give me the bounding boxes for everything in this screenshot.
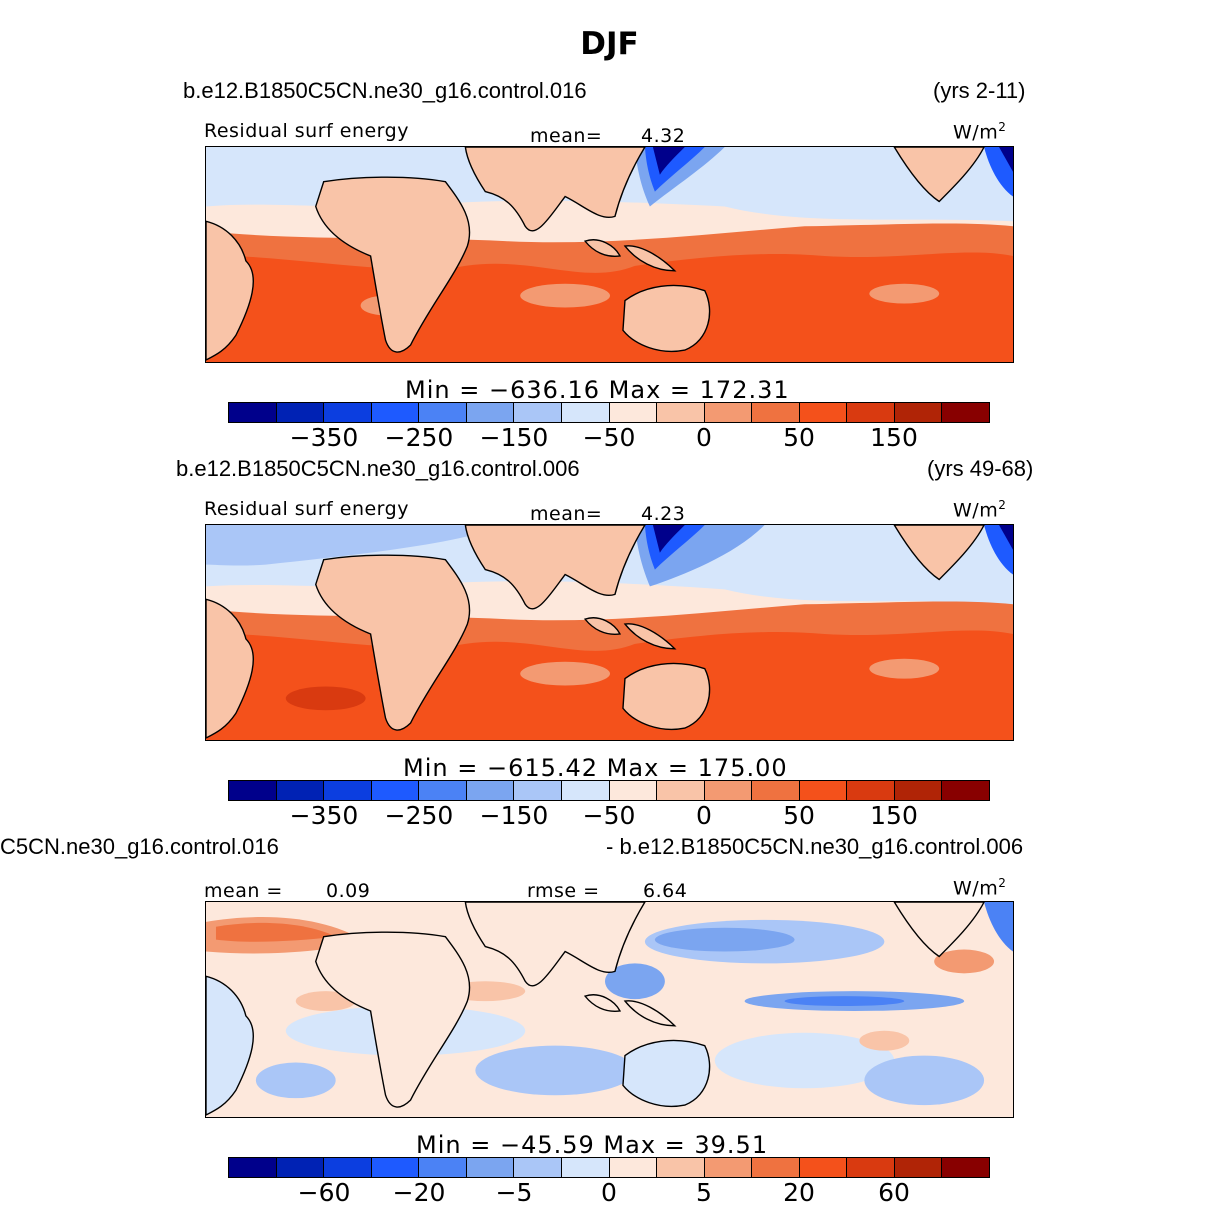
- colorbar-box: [419, 1158, 467, 1177]
- colorbar-box: [942, 403, 989, 422]
- colorbar-box: [609, 781, 658, 800]
- panel1-tick: 0: [696, 423, 712, 452]
- panel3-colorbar: [228, 1157, 990, 1178]
- panel3-rmse-value: 6.64: [643, 880, 688, 902]
- colorbar-box: [752, 1158, 800, 1177]
- colorbar-box: [514, 1158, 562, 1177]
- colorbar-box: [561, 403, 610, 422]
- panel3-tick: −5: [495, 1178, 533, 1207]
- panel2-mean-value: 4.23: [641, 503, 686, 525]
- colorbar-box: [847, 403, 895, 422]
- panel3-tick: −20: [392, 1178, 446, 1207]
- colorbar-box: [799, 1158, 848, 1177]
- colorbar-box: [561, 1158, 610, 1177]
- colorbar-box: [371, 403, 420, 422]
- colorbar-box: [324, 1158, 372, 1177]
- colorbar-box: [704, 1158, 753, 1177]
- colorbar-box: [419, 781, 467, 800]
- panel1-mean-value: 4.32: [641, 125, 686, 147]
- panel2-variable-label: Residual surf energy: [204, 498, 409, 520]
- panel1-map: [205, 146, 1014, 363]
- panel2-years: (yrs 49-68): [927, 456, 1034, 481]
- colorbar-box: [276, 781, 325, 800]
- panel2-tick: −150: [479, 801, 549, 830]
- panel2-tick: −50: [582, 801, 636, 830]
- panel3-mean-value: 0.09: [326, 880, 371, 902]
- colorbar-box: [704, 403, 753, 422]
- colorbar-box: [371, 781, 420, 800]
- panel2-mean-label: mean=: [530, 503, 603, 525]
- colorbar-box: [466, 781, 515, 800]
- panel1-years: (yrs 2-11): [933, 78, 1026, 103]
- panel1-case-name: b.e12.B1850C5CN.ne30_g16.control.016: [183, 78, 587, 103]
- panel3-case-right: - b.e12.B1850C5CN.ne30_g16.control.006: [606, 834, 1024, 859]
- panel3-tick: 60: [878, 1178, 910, 1207]
- colorbar-box: [466, 403, 515, 422]
- figure-title: DJF: [580, 26, 639, 62]
- colorbar-box: [799, 781, 848, 800]
- panel3-rmse-label: rmse =: [527, 880, 600, 902]
- panel3-tick: 5: [696, 1178, 712, 1207]
- colorbar-box: [514, 403, 562, 422]
- colorbar-box: [514, 781, 562, 800]
- panel1-min-max: Min = −636.16 Max = 172.31: [405, 376, 790, 404]
- panel1-tick: 50: [783, 423, 815, 452]
- panel3-case-left: C5CN.ne30_g16.control.016: [0, 834, 279, 859]
- panel2-tick: 150: [870, 801, 918, 830]
- panel1-units: W/m2: [953, 120, 1007, 144]
- panel3-tick: −60: [297, 1178, 351, 1207]
- panel2-colorbar: [228, 780, 990, 801]
- colorbar-box: [942, 1158, 989, 1177]
- colorbar-box: [657, 1158, 705, 1177]
- panel2-tick: 50: [783, 801, 815, 830]
- colorbar-box: [324, 781, 372, 800]
- colorbar-box: [799, 403, 848, 422]
- colorbar-box: [657, 403, 705, 422]
- colorbar-box: [371, 1158, 420, 1177]
- colorbar-box: [657, 781, 705, 800]
- panel2-map: [205, 524, 1014, 741]
- colorbar-box: [752, 781, 800, 800]
- panel2-units: W/m2: [953, 498, 1007, 522]
- panel3-tick: 20: [783, 1178, 815, 1207]
- panel2-case-name: b.e12.B1850C5CN.ne30_g16.control.006: [176, 456, 580, 481]
- panel2-min-max: Min = −615.42 Max = 175.00: [403, 754, 788, 782]
- colorbar-box: [847, 1158, 895, 1177]
- panel2-tick: −250: [384, 801, 454, 830]
- colorbar-box: [894, 403, 943, 422]
- colorbar-box: [942, 781, 989, 800]
- panel3-min-max: Min = −45.59 Max = 39.51: [416, 1131, 769, 1159]
- colorbar-box: [229, 403, 277, 422]
- colorbar-box: [466, 1158, 515, 1177]
- colorbar-box: [752, 403, 800, 422]
- panel2-tick: 0: [696, 801, 712, 830]
- panel1-tick: −150: [479, 423, 549, 452]
- panel2-tick: −350: [289, 801, 359, 830]
- colorbar-box: [609, 1158, 658, 1177]
- panel1-tick: 150: [870, 423, 918, 452]
- panel1-tick: −50: [582, 423, 636, 452]
- colorbar-box: [561, 781, 610, 800]
- panel1-mean-label: mean=: [530, 125, 603, 147]
- colorbar-box: [894, 1158, 943, 1177]
- panel1-variable-label: Residual surf energy: [204, 120, 409, 142]
- panel1-tick: −350: [289, 423, 359, 452]
- panel3-tick: 0: [601, 1178, 617, 1207]
- colorbar-box: [276, 1158, 325, 1177]
- colorbar-box: [704, 781, 753, 800]
- colorbar-box: [419, 403, 467, 422]
- colorbar-box: [276, 403, 325, 422]
- colorbar-box: [324, 403, 372, 422]
- panel3-units: W/m2: [953, 876, 1007, 900]
- panel1-colorbar: [228, 402, 990, 423]
- colorbar-box: [229, 1158, 277, 1177]
- colorbar-box: [609, 403, 658, 422]
- panel1-tick: −250: [384, 423, 454, 452]
- colorbar-box: [847, 781, 895, 800]
- colorbar-box: [229, 781, 277, 800]
- panel3-mean-label: mean =: [204, 880, 283, 902]
- colorbar-box: [894, 781, 943, 800]
- panel3-map: [205, 901, 1014, 1118]
